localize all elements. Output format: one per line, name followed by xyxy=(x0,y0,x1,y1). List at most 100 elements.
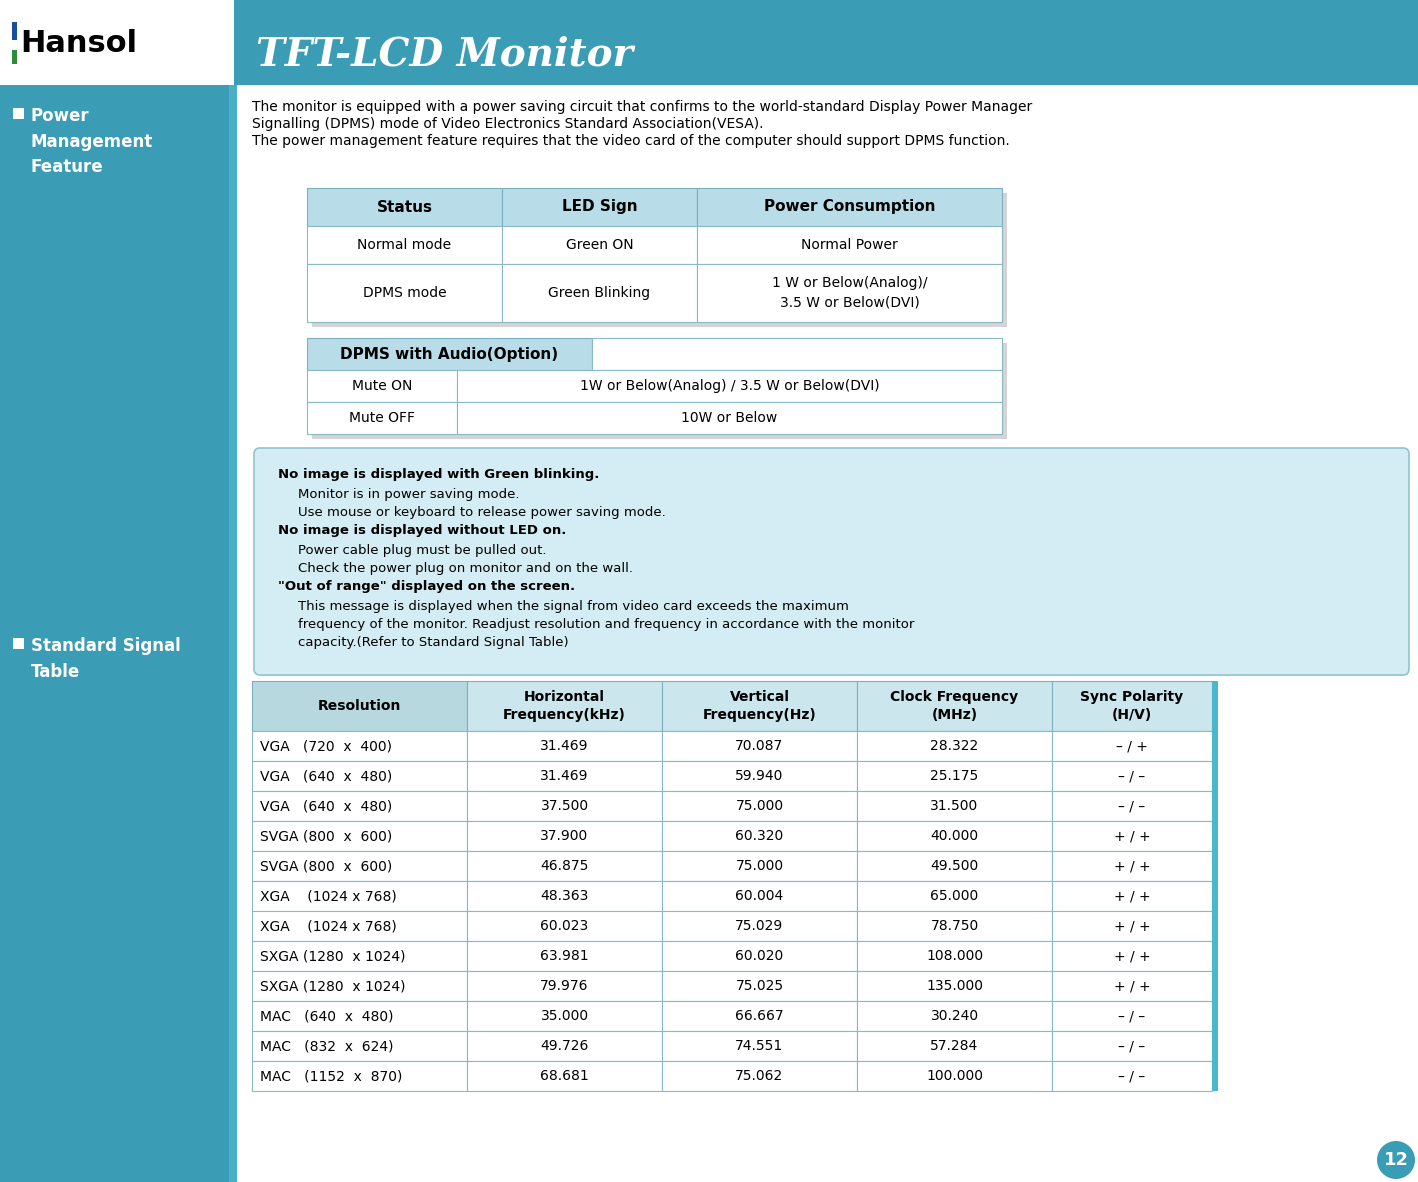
Bar xyxy=(252,970,467,1001)
Text: – / –: – / – xyxy=(1119,1009,1146,1022)
Text: 49.500: 49.500 xyxy=(930,859,978,873)
Text: 75.029: 75.029 xyxy=(736,918,784,933)
Bar xyxy=(0,0,234,85)
Bar xyxy=(856,681,1052,730)
Bar xyxy=(252,791,467,821)
Text: – / –: – / – xyxy=(1119,1039,1146,1053)
Text: Check the power plug on monitor and on the wall.: Check the power plug on monitor and on t… xyxy=(298,561,632,574)
Bar xyxy=(467,791,662,821)
Bar xyxy=(1052,1061,1212,1091)
Bar xyxy=(856,1061,1052,1091)
Bar xyxy=(0,85,234,1182)
Bar xyxy=(0,0,1418,85)
Text: 35.000: 35.000 xyxy=(540,1009,588,1022)
Bar xyxy=(856,1001,1052,1031)
Bar xyxy=(308,370,457,402)
Bar xyxy=(13,108,24,119)
Text: Monitor is in power saving mode.: Monitor is in power saving mode. xyxy=(298,488,519,501)
Bar xyxy=(252,1061,467,1091)
Bar xyxy=(698,226,1003,264)
Text: Status: Status xyxy=(377,200,432,214)
Bar xyxy=(11,22,17,40)
Bar xyxy=(662,941,856,970)
Bar xyxy=(467,821,662,851)
Bar xyxy=(502,264,698,322)
Bar xyxy=(698,264,1003,322)
Text: SXGA (1280  x 1024): SXGA (1280 x 1024) xyxy=(259,979,406,993)
Text: 100.000: 100.000 xyxy=(926,1069,983,1083)
Text: Clock Frequency
(MHz): Clock Frequency (MHz) xyxy=(891,690,1018,722)
Text: 12: 12 xyxy=(1384,1151,1408,1169)
Text: TFT-LCD Monitor: TFT-LCD Monitor xyxy=(257,35,632,73)
Text: No image is displayed with Green blinking.: No image is displayed with Green blinkin… xyxy=(278,468,600,481)
Bar xyxy=(856,970,1052,1001)
Text: 25.175: 25.175 xyxy=(930,769,978,782)
Bar xyxy=(308,338,591,370)
Bar xyxy=(252,911,467,941)
Bar xyxy=(252,730,467,761)
Text: Sync Polarity
(H/V): Sync Polarity (H/V) xyxy=(1081,690,1184,722)
Bar xyxy=(312,193,1007,327)
Text: 28.322: 28.322 xyxy=(930,739,978,753)
Bar xyxy=(1052,681,1212,730)
Text: 75.062: 75.062 xyxy=(736,1069,784,1083)
Bar xyxy=(308,226,502,264)
Text: – / –: – / – xyxy=(1119,769,1146,782)
Text: 40.000: 40.000 xyxy=(930,829,978,843)
Text: 70.087: 70.087 xyxy=(736,739,784,753)
Bar xyxy=(467,761,662,791)
Bar xyxy=(312,343,1007,439)
Bar xyxy=(662,1061,856,1091)
Bar xyxy=(1052,761,1212,791)
Bar xyxy=(467,1001,662,1031)
Bar xyxy=(252,851,467,881)
Text: 46.875: 46.875 xyxy=(540,859,588,873)
Text: 49.726: 49.726 xyxy=(540,1039,588,1053)
Text: MAC   (1152  x  870): MAC (1152 x 870) xyxy=(259,1069,403,1083)
Bar xyxy=(1212,681,1218,1091)
Text: Power Consumption: Power Consumption xyxy=(764,200,936,214)
Text: 108.000: 108.000 xyxy=(926,949,983,963)
Bar xyxy=(1052,911,1212,941)
Bar xyxy=(252,941,467,970)
Text: Signalling (DPMS) mode of Video Electronics Standard Association(VESA).: Signalling (DPMS) mode of Video Electron… xyxy=(252,117,763,131)
Bar xyxy=(467,911,662,941)
Text: Horizontal
Frequency(kHz): Horizontal Frequency(kHz) xyxy=(503,690,625,722)
Text: Normal mode: Normal mode xyxy=(357,238,451,252)
Text: DPMS mode: DPMS mode xyxy=(363,286,447,300)
Text: SVGA (800  x  600): SVGA (800 x 600) xyxy=(259,829,393,843)
Text: + / +: + / + xyxy=(1113,859,1150,873)
Bar xyxy=(467,681,662,730)
Circle shape xyxy=(1377,1141,1415,1178)
Text: 75.025: 75.025 xyxy=(736,979,784,993)
Bar xyxy=(1052,881,1212,911)
Bar xyxy=(252,821,467,851)
Text: Resolution: Resolution xyxy=(318,699,401,713)
Text: Standard Signal
Table: Standard Signal Table xyxy=(31,637,180,681)
Bar xyxy=(662,970,856,1001)
Bar xyxy=(252,881,467,911)
Text: 60.004: 60.004 xyxy=(736,889,784,903)
Bar xyxy=(308,402,457,434)
Bar xyxy=(1052,970,1212,1001)
Bar xyxy=(662,791,856,821)
Text: + / +: + / + xyxy=(1113,979,1150,993)
Text: 1 W or Below(Analog)/
3.5 W or Below(DVI): 1 W or Below(Analog)/ 3.5 W or Below(DVI… xyxy=(771,277,927,310)
Text: 31.469: 31.469 xyxy=(540,739,588,753)
Bar xyxy=(662,761,856,791)
Text: Normal Power: Normal Power xyxy=(801,238,898,252)
Text: Power cable plug must be pulled out.: Power cable plug must be pulled out. xyxy=(298,544,546,557)
Bar xyxy=(252,1001,467,1031)
Bar xyxy=(11,50,17,64)
Bar xyxy=(856,761,1052,791)
Text: 57.284: 57.284 xyxy=(930,1039,978,1053)
Bar xyxy=(1052,791,1212,821)
Text: + / +: + / + xyxy=(1113,949,1150,963)
Text: No image is displayed without LED on.: No image is displayed without LED on. xyxy=(278,524,566,537)
Text: MAC   (640  x  480): MAC (640 x 480) xyxy=(259,1009,394,1022)
Text: Use mouse or keyboard to release power saving mode.: Use mouse or keyboard to release power s… xyxy=(298,506,665,519)
Text: The monitor is equipped with a power saving circuit that confirms to the world-s: The monitor is equipped with a power sav… xyxy=(252,100,1032,113)
Text: capacity.(Refer to Standard Signal Table): capacity.(Refer to Standard Signal Table… xyxy=(298,636,569,649)
Bar xyxy=(252,761,467,791)
Bar xyxy=(457,402,1003,434)
